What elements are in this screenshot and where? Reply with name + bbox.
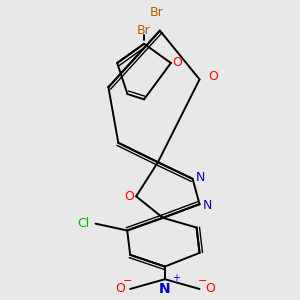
Text: N: N (159, 282, 171, 296)
Text: O: O (124, 190, 134, 203)
Text: Cl: Cl (77, 217, 90, 230)
Text: N: N (195, 171, 205, 184)
Text: N: N (202, 199, 212, 212)
Text: O: O (115, 283, 125, 296)
Text: O: O (208, 70, 218, 83)
Text: Br: Br (150, 6, 164, 19)
Text: O: O (205, 283, 215, 296)
Text: −: − (122, 276, 132, 286)
Text: O: O (172, 56, 182, 70)
Text: +: + (172, 273, 180, 283)
Text: −: − (198, 276, 207, 286)
Text: Br: Br (137, 24, 151, 37)
